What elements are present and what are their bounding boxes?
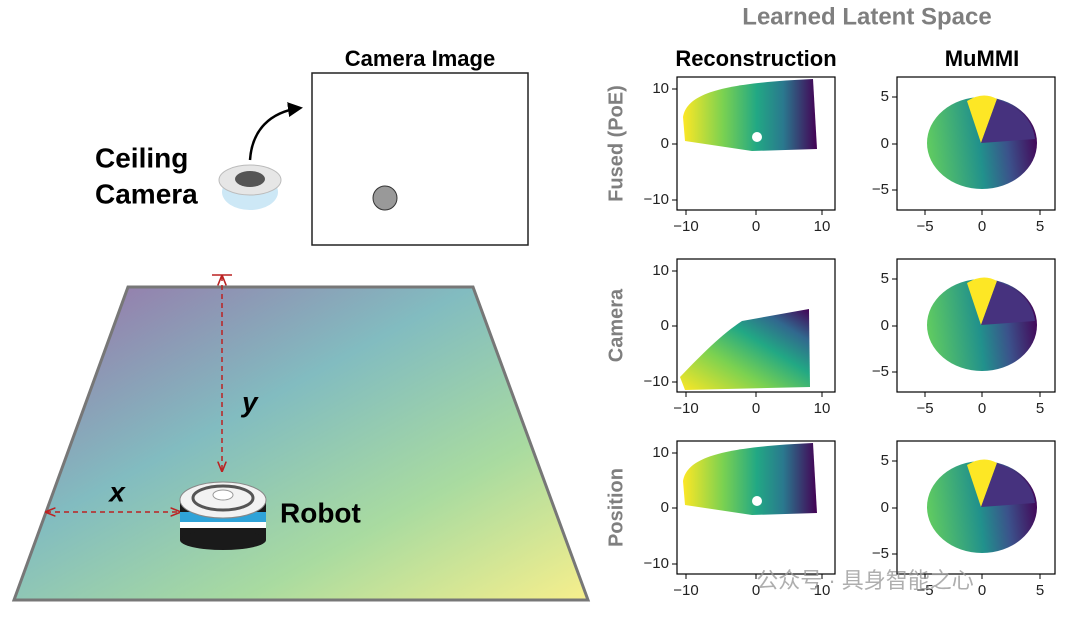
- latent-cloud: [683, 79, 817, 151]
- camera-label: Ceiling: [95, 142, 188, 173]
- column-title: Reconstruction: [675, 46, 836, 71]
- x-tick-label: 0: [978, 218, 986, 235]
- panels: Reconstruction MuMMI Fused (PoE) Camera Posi…: [605, 46, 1056, 599]
- arrow: [248, 102, 303, 161]
- y-tick-label: 0: [661, 499, 669, 516]
- camera-icon: [218, 164, 282, 210]
- x-tick-label: 10: [814, 218, 831, 235]
- y-tick-label: 0: [881, 317, 889, 334]
- y-tick-label: −5: [872, 363, 889, 380]
- y-tick-label: −10: [644, 555, 669, 572]
- robot-icon: [179, 481, 267, 550]
- latent-cloud: [981, 99, 1035, 143]
- latent-title: Learned Latent Space: [742, 3, 991, 30]
- row-label: Camera: [605, 288, 627, 362]
- y-tick-label: −5: [872, 181, 889, 198]
- x-tick-label: 0: [752, 400, 760, 417]
- x-tick-label: −10: [673, 400, 698, 417]
- latent-cloud: [967, 277, 997, 325]
- x-tick-label: −5: [916, 218, 933, 235]
- latent-cloud: [981, 463, 1035, 507]
- y-tick-label: −10: [644, 373, 669, 390]
- y-tick-label: 10: [652, 262, 669, 279]
- y-tick-label: 0: [881, 499, 889, 516]
- y-tick-label: 0: [661, 317, 669, 334]
- latent-gap: [752, 496, 762, 506]
- y-tick-label: 0: [881, 135, 889, 152]
- column-title: MuMMI: [945, 46, 1020, 71]
- y-tick-label: 5: [881, 452, 889, 469]
- watermark: 公众号 · 具身智能之心: [756, 568, 974, 593]
- x-tick-label: −10: [673, 582, 698, 599]
- x-tick-label: 0: [752, 218, 760, 235]
- robot-dot: [372, 185, 398, 211]
- latent-cloud: [680, 309, 810, 390]
- row-label: Fused (PoE): [605, 85, 627, 202]
- x-tick-label: 5: [1036, 218, 1044, 235]
- camera-image-title: Camera Image: [345, 46, 495, 71]
- y-tick-label: −5: [872, 545, 889, 562]
- y-tick-label: −10: [644, 191, 669, 208]
- x-tick-label: −5: [916, 400, 933, 417]
- x-tick-label: −5: [916, 582, 933, 599]
- x-tick-label: −10: [673, 218, 698, 235]
- robot-label: Robot: [280, 497, 361, 528]
- y-label: y: [240, 386, 259, 417]
- latent-gap: [752, 132, 762, 142]
- row-label: Position: [605, 468, 627, 547]
- latent-cloud: [683, 443, 817, 515]
- y-tick-label: 10: [652, 80, 669, 97]
- y-tick-label: 10: [652, 444, 669, 461]
- x-label: x: [107, 476, 126, 507]
- x-tick-label: 0: [752, 582, 760, 599]
- x-tick-label: 10: [814, 400, 831, 417]
- y-tick-label: 5: [881, 270, 889, 287]
- latent-cloud: [981, 281, 1035, 325]
- x-tick-label: 5: [1036, 582, 1044, 599]
- y-tick-label: 0: [661, 135, 669, 152]
- latent-cloud: [967, 95, 997, 143]
- latent-cloud: [967, 459, 997, 507]
- camera-label: Camera: [95, 178, 198, 209]
- y-tick-label: 5: [881, 88, 889, 105]
- floor: [11, 285, 591, 602]
- x-tick-label: 10: [814, 582, 831, 599]
- x-tick-label: 0: [978, 582, 986, 599]
- x-tick-label: 0: [978, 400, 986, 417]
- camera-image: [311, 72, 529, 246]
- x-tick-label: 5: [1036, 400, 1044, 417]
